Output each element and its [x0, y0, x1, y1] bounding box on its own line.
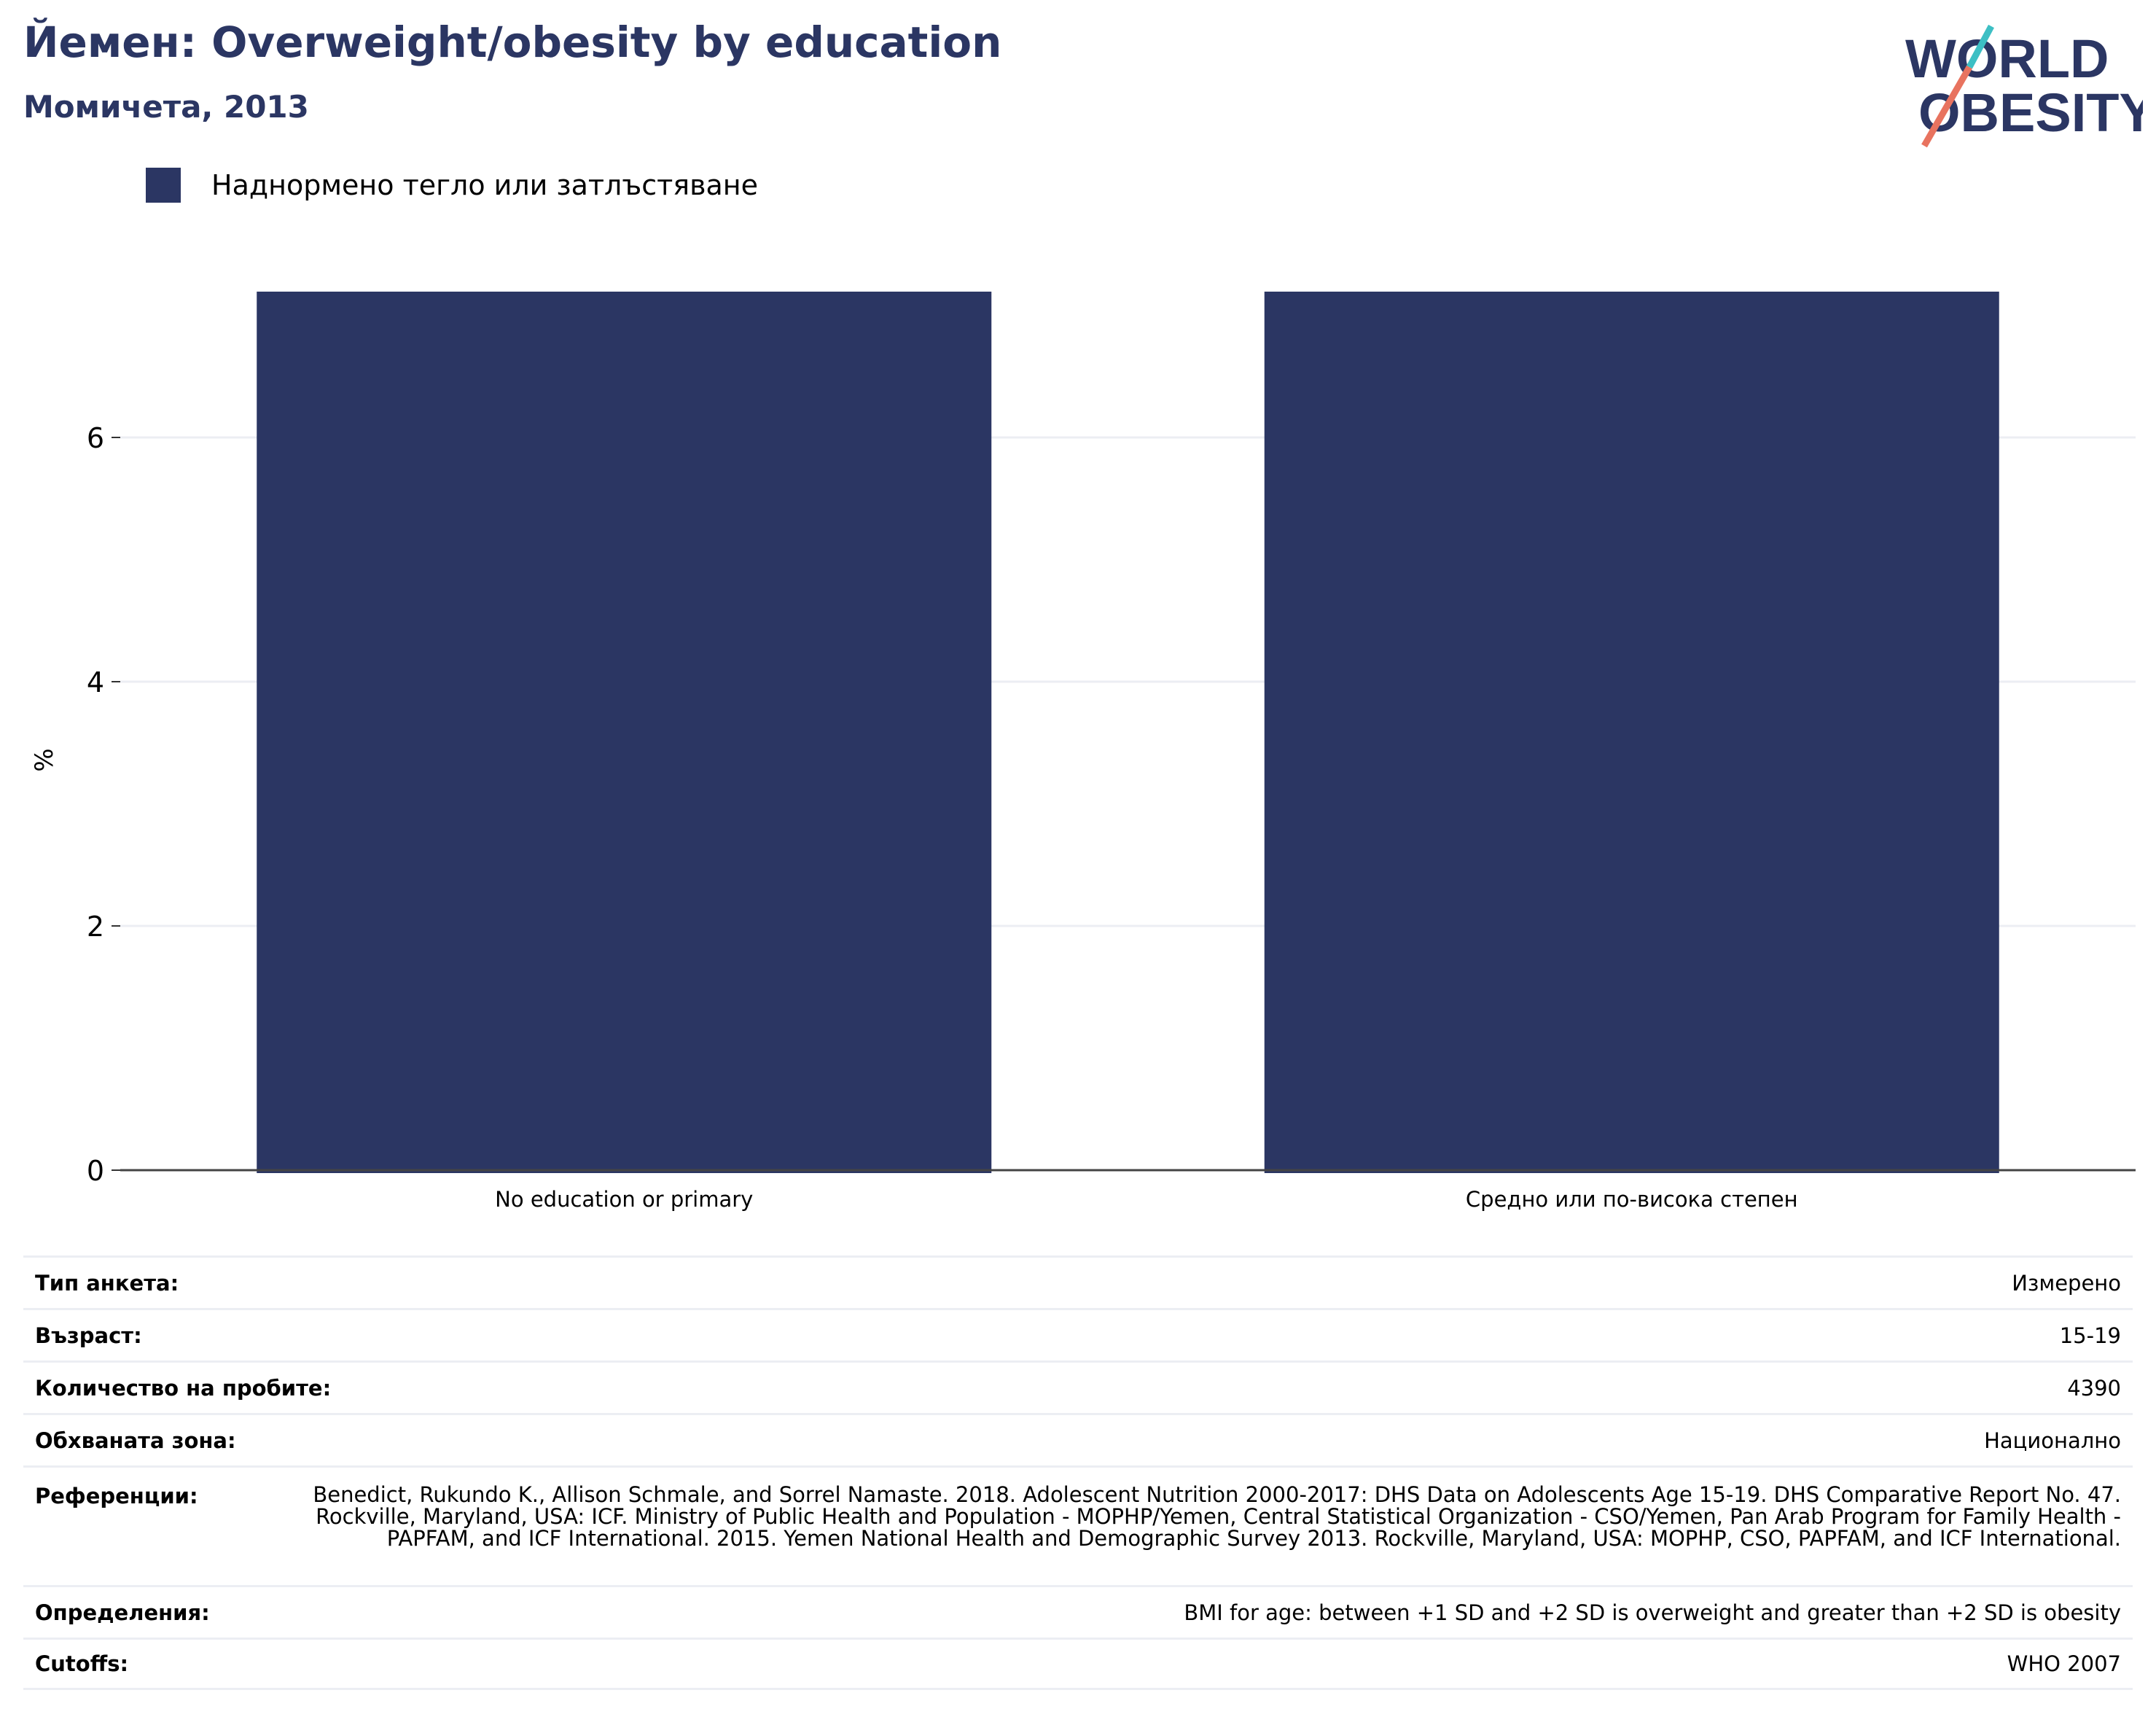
info-key: Възраст:	[35, 1323, 142, 1348]
bar	[1264, 292, 1999, 1173]
y-axis-label: %	[30, 748, 59, 771]
y-tick-label: 4	[87, 666, 104, 698]
info-key: Обхваната зона:	[35, 1428, 236, 1453]
info-value: 15-19	[2059, 1323, 2121, 1348]
info-row: Референции: Benedict, Rukundo K., Allison…	[23, 1465, 2133, 1585]
world-obesity-logo: WORLD OBESITY	[1905, 24, 2143, 148]
x-tick-label: No education or primary	[495, 1187, 753, 1212]
info-row: Тип анкета: Измерено	[23, 1255, 2133, 1308]
info-key: Определения:	[35, 1600, 210, 1625]
logo-slash-teal	[1966, 24, 1994, 69]
info-value: Национално	[1984, 1428, 2121, 1453]
info-value: BMI for age: between +1 SD and +2 SD is …	[1184, 1600, 2121, 1625]
info-key: Cutoffs:	[35, 1651, 129, 1676]
y-tick-label: 6	[87, 422, 104, 454]
legend: Наднормено тегло или затлъстяване	[146, 168, 758, 203]
info-value: Измерено	[2012, 1270, 2121, 1296]
info-row: Cutoffs: WHO 2007	[23, 1638, 2133, 1690]
info-table: Тип анкета: Измерено Възраст: 15-19 Количест…	[23, 1255, 2133, 1690]
info-key: Количество на пробите:	[35, 1375, 332, 1401]
chart-subtitle: Момичета, 2013	[23, 89, 309, 125]
logo-slash-coral	[1921, 65, 1972, 148]
info-row: Обхваната зона: Национално	[23, 1413, 2133, 1465]
bar-chart: 024681012%No education or primaryСредно …	[30, 292, 2136, 1212]
legend-label: Наднормено тегло или затлъстяване	[211, 169, 758, 201]
info-value: 4390	[2067, 1375, 2121, 1401]
info-row: Възраст: 15-19	[23, 1308, 2133, 1360]
legend-swatch	[146, 168, 181, 203]
chart-title: Йемен: Overweight/obesity by education	[23, 17, 1002, 67]
y-tick-label: 0	[87, 1155, 104, 1187]
bar	[257, 292, 992, 1173]
info-key: Референции:	[35, 1484, 198, 1508]
info-key: Тип анкета:	[35, 1270, 179, 1296]
info-value: WHO 2007	[2007, 1651, 2121, 1676]
info-row: Определения: BMI for age: between +1 SD a…	[23, 1585, 2133, 1638]
y-tick-label: 2	[87, 911, 104, 943]
logo-word-world: WORLD	[1905, 28, 2109, 89]
info-value: Benedict, Rukundo K., Allison Schmale, a…	[313, 1482, 2121, 1551]
info-row: Количество на пробите: 4390	[23, 1360, 2133, 1413]
x-tick-label: Средно или по-висока степен	[1466, 1187, 1798, 1212]
